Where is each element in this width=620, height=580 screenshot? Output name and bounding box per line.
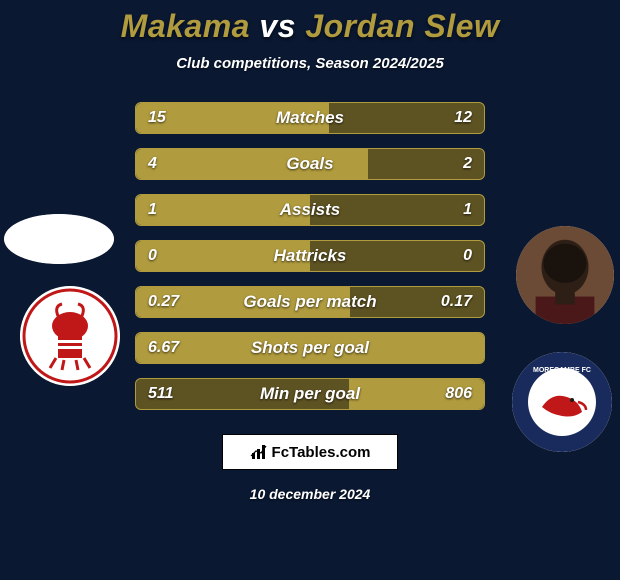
crest-icon: MORECAMBE FC (512, 352, 612, 452)
stat-label: Matches (276, 108, 344, 128)
stat-label: Shots per goal (251, 338, 369, 358)
stat-label: Goals (286, 154, 333, 174)
stat-value-right: 806 (445, 385, 472, 403)
club1-crest (20, 286, 120, 386)
stat-value-left: 511 (148, 385, 174, 403)
title-player2: Jordan Slew (305, 8, 499, 44)
stat-row: 4 Goals 2 (135, 148, 485, 180)
stat-row: 1 Assists 1 (135, 194, 485, 226)
stat-value-left: 4 (148, 155, 157, 173)
stat-row: 0.27 Goals per match 0.17 (135, 286, 485, 318)
title-player1: Makama (121, 8, 250, 44)
stat-label: Min per goal (260, 384, 360, 404)
comparison-card: Makama vs Jordan Slew Club competitions,… (0, 0, 620, 580)
branding-text: FcTables.com (272, 444, 371, 461)
stat-value-right: 2 (463, 155, 472, 173)
date-line: 10 december 2024 (0, 486, 620, 502)
stat-value-right: 12 (454, 109, 472, 127)
stat-value-left: 15 (148, 109, 166, 127)
stat-label: Assists (280, 200, 340, 220)
stat-row: 6.67 Shots per goal (135, 332, 485, 364)
stat-label: Goals per match (243, 292, 376, 312)
player1-avatar (4, 214, 114, 264)
stat-value-right: 1 (463, 201, 472, 219)
crest-icon (20, 286, 120, 386)
subtitle: Club competitions, Season 2024/2025 (0, 55, 620, 72)
title-vs: vs (259, 8, 296, 44)
blank-ellipse-icon (4, 214, 114, 264)
player2-avatar (516, 226, 614, 324)
stat-value-left: 0.27 (148, 293, 179, 311)
stat-value-right: 0.17 (441, 293, 472, 311)
stat-value-left: 1 (148, 201, 157, 219)
stat-value-right: 0 (463, 247, 472, 265)
person-photo-icon (516, 226, 614, 324)
stat-row: 0 Hattricks 0 (135, 240, 485, 272)
stat-value-left: 0 (148, 247, 157, 265)
club2-crest: MORECAMBE FC (512, 352, 612, 452)
svg-text:MORECAMBE FC: MORECAMBE FC (533, 367, 591, 374)
branding-badge[interactable]: FcTables.com (222, 434, 398, 470)
stat-row: 511 Min per goal 806 (135, 378, 485, 410)
chart-icon (250, 443, 268, 461)
page-title: Makama vs Jordan Slew (0, 8, 620, 45)
stat-label: Hattricks (274, 246, 347, 266)
stat-rows: 15 Matches 12 4 Goals 2 1 Assists 1 0 Hattricks 0 0.… (135, 102, 485, 410)
stat-value-left: 6.67 (148, 339, 179, 357)
stat-row: 15 Matches 12 (135, 102, 485, 134)
stats-area: MORECAMBE FC 15Matches124Goals21Assists1… (0, 102, 620, 410)
